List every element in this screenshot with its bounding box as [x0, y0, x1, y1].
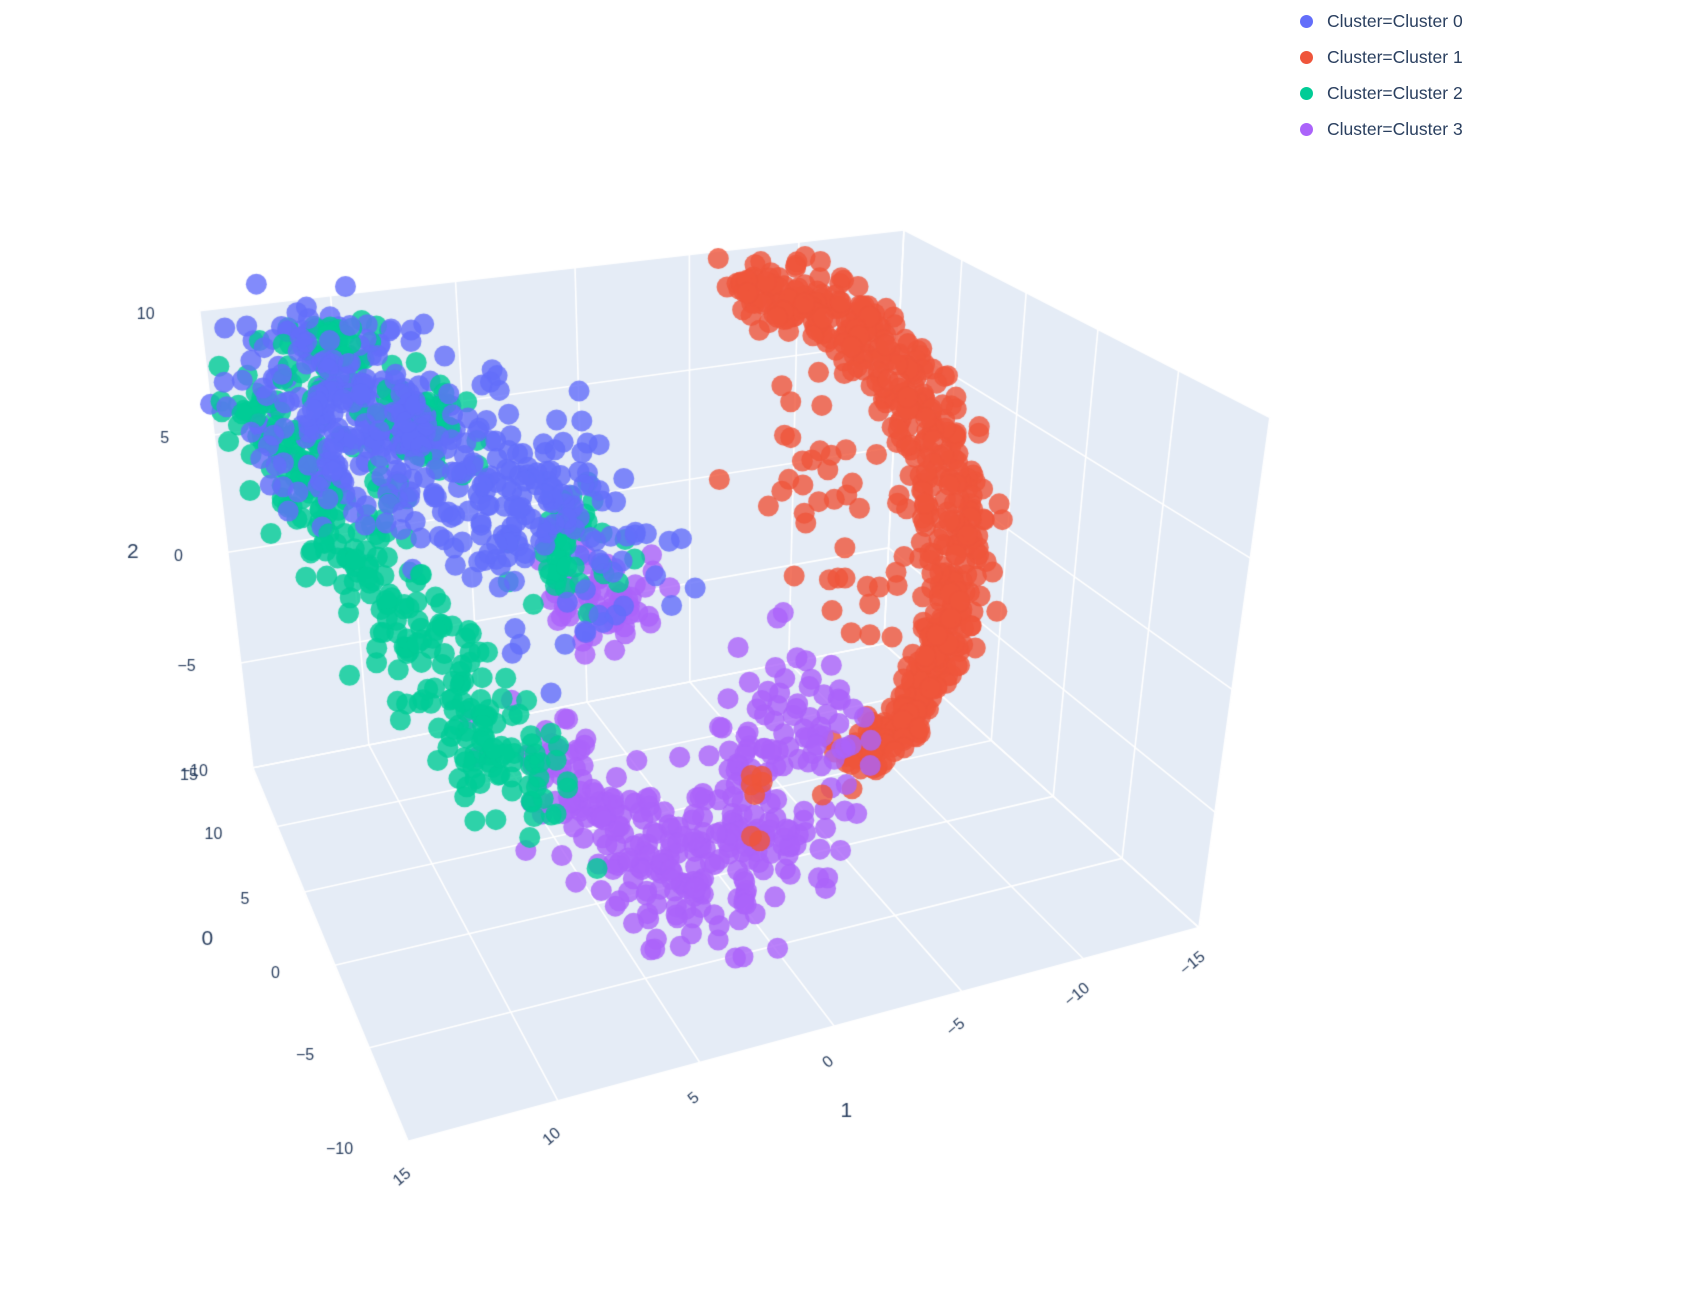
legend-item-label: Cluster=Cluster 1 — [1327, 46, 1463, 67]
legend-marker-icon — [1300, 86, 1313, 100]
legend: Cluster=Cluster 0 Cluster=Cluster 1 Clus… — [1300, 8, 1463, 142]
legend-marker-icon — [1300, 122, 1313, 136]
legend-marker-icon — [1300, 14, 1313, 28]
legend-item-label: Cluster=Cluster 2 — [1327, 82, 1463, 103]
legend-item-cluster-0[interactable]: Cluster=Cluster 0 — [1300, 8, 1463, 34]
legend-item-cluster-3[interactable]: Cluster=Cluster 3 — [1300, 116, 1463, 142]
legend-item-cluster-2[interactable]: Cluster=Cluster 2 — [1300, 80, 1463, 106]
legend-item-label: Cluster=Cluster 3 — [1327, 118, 1463, 139]
legend-item-cluster-1[interactable]: Cluster=Cluster 1 — [1300, 44, 1463, 70]
legend-marker-icon — [1300, 50, 1313, 64]
legend-item-label: Cluster=Cluster 0 — [1327, 10, 1463, 31]
